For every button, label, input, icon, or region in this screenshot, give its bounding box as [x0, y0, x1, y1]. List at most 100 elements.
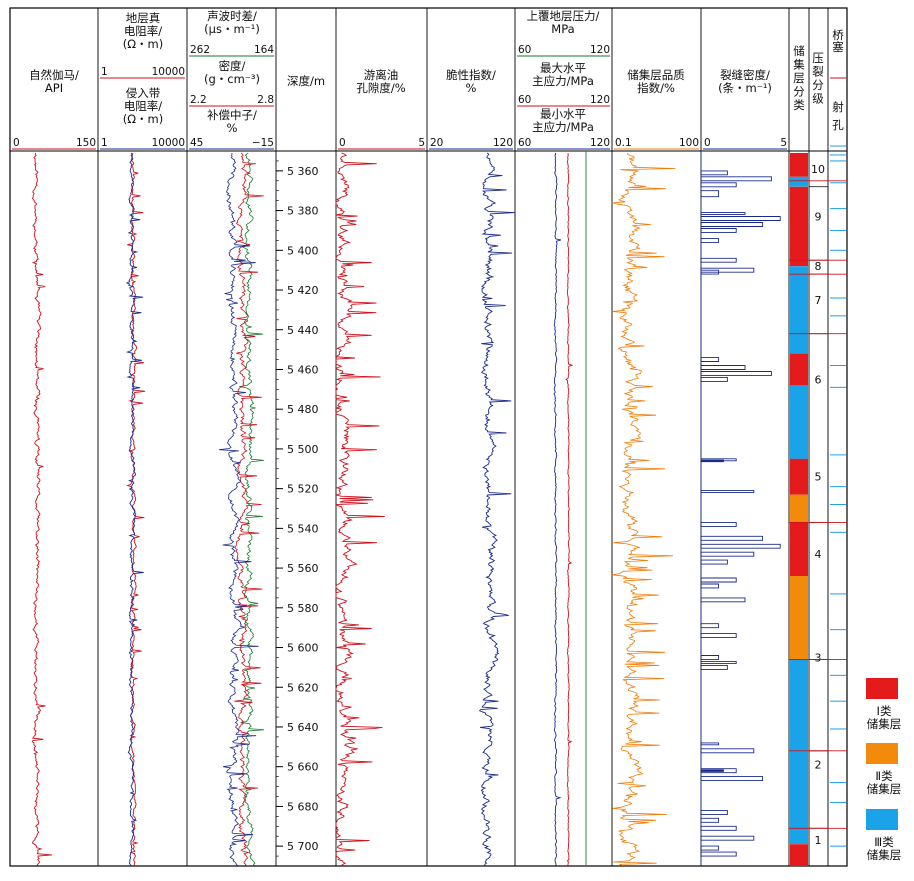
legend-swatch-1 [866, 743, 898, 764]
den-title-line-0: 密度/ [219, 59, 246, 73]
phi-scale-max: 5 [418, 137, 425, 149]
depth-tick-label: 5 460 [287, 363, 319, 376]
depth-tick-label: 5 380 [287, 205, 319, 218]
shmin-scale-min: 60 [518, 137, 531, 149]
depth-tick-label: 5 640 [287, 721, 319, 734]
depth-tick-label: 5 540 [287, 522, 319, 535]
cnl-title-line-0: 补偿中子/ [207, 108, 257, 122]
ac-scale-max: 164 [254, 44, 274, 56]
rt-title-line-1: 电阻率/ [124, 24, 162, 38]
legend-label-0-0: Ⅰ类 [877, 704, 892, 718]
legend-label-1-0: Ⅱ类 [875, 769, 893, 783]
perf-title-char-1: 孔 [832, 118, 844, 132]
invaded-resistivity-curve [125, 152, 144, 866]
legend-label-0-1: 储集层 [867, 717, 902, 731]
class-title-char-0: 储 [793, 44, 805, 58]
phi-scale-min: 0 [339, 137, 346, 149]
sv-scale-max: 120 [590, 44, 610, 56]
sv-title-line-0: 上覆地层压力/ [527, 9, 600, 23]
cnl-scale-min: 45 [190, 137, 203, 149]
reservoir-class-bar [790, 844, 808, 866]
rqi-title-line-0: 储集层品质 [627, 68, 685, 82]
reservoir-class-bar [790, 266, 808, 275]
stage-label: 4 [815, 548, 822, 561]
plug-title-char-0: 桥 [832, 28, 844, 42]
legend-label-1-1: 储集层 [867, 782, 902, 796]
brittleness-curve [478, 152, 516, 866]
depth-tick-label: 5 680 [287, 800, 319, 813]
rqi-scale-max: 100 [679, 137, 699, 149]
frac-title-line-0: 裂缝密度/ [720, 68, 770, 82]
gamma-ray-curve [31, 152, 53, 866]
legend-label-2-1: 储集层 [867, 848, 902, 862]
rxo-scale-min: 1 [101, 137, 108, 149]
plug-title-char-1: 塞 [832, 40, 844, 54]
depth-tick-label: 5 420 [287, 284, 319, 297]
depth-tick-label: 5 700 [287, 840, 319, 853]
stage-label: 6 [815, 373, 822, 386]
depth-tick-label: 5 560 [287, 562, 319, 575]
rxo-title-line-0: 侵入带 [126, 86, 161, 100]
rqi-scale-min: 0.1 [615, 137, 632, 149]
depth-tick-label: 5 660 [287, 761, 319, 774]
bri-scale-max: 120 [493, 137, 513, 149]
sv-title-line-1: MPa [551, 22, 574, 36]
shmax-title-line-1: 主应力/MPa [532, 74, 594, 88]
rxo-title-line-1: 电阻率/ [124, 99, 162, 113]
reservoir-class-bar [790, 659, 808, 845]
reservoir-class-bar [790, 274, 808, 354]
stage-label: 10 [811, 163, 825, 176]
depth-tick-label: 5 500 [287, 443, 319, 456]
stage-title-char-2: 分 [812, 78, 824, 92]
stage-title-char-3: 级 [812, 92, 824, 106]
gr-scale-max: 150 [76, 137, 96, 149]
ac-title-line-0: 声波时差/ [207, 9, 257, 23]
rt-title-line-0: 地层真 [126, 11, 161, 25]
depth-tick-label: 5 400 [287, 244, 319, 257]
fracture-density-curve [700, 151, 781, 866]
stage-label: 9 [815, 211, 822, 224]
outer-border [9, 7, 848, 867]
depth-tick-label: 5 600 [287, 642, 319, 655]
stage-label: 2 [815, 759, 822, 772]
shmax-scale-max: 120 [590, 94, 610, 106]
stage-label: 3 [815, 651, 822, 664]
frac-scale-min: 0 [704, 137, 711, 149]
bri-title-line-0: 脆性指数/ [446, 68, 496, 82]
den-scale-max: 2.8 [257, 94, 274, 106]
reservoir-class-bar [790, 353, 808, 386]
stage-label: 1 [815, 834, 822, 847]
rxo-scale-max: 10000 [152, 137, 185, 149]
bri-scale-min: 20 [430, 137, 443, 149]
class-title-char-4: 类 [793, 98, 805, 112]
den-scale-min: 2.2 [190, 94, 207, 106]
reservoir-class-bar [790, 385, 808, 459]
gr-title-line-1: API [45, 81, 63, 95]
stage-label: 8 [815, 260, 822, 273]
reservoir-class-bar [790, 576, 808, 660]
depth-axis-title: 深度/m [287, 74, 325, 88]
cnl-title-line-1: % [227, 121, 238, 135]
class-title-char-2: 层 [793, 71, 805, 85]
shmax-title-line-0: 最大水平 [540, 61, 586, 75]
stage-label: 7 [815, 294, 822, 307]
stage-title-char-0: 压 [812, 51, 824, 65]
depth-tick-label: 5 520 [287, 483, 319, 496]
chart-frame [9, 7, 848, 867]
ac-scale-min: 262 [190, 44, 210, 56]
reservoir-class-bar [790, 186, 808, 267]
rt-title-line-2: (Ω・m) [123, 37, 163, 51]
den-title-line-1: (g・cm⁻³) [204, 72, 260, 86]
rqi-title-line-1: 指数/% [637, 81, 675, 95]
depth-axis: 5 360 5 380 5 400 5 420 5 440 5 460 5 480 5 500… [276, 150, 319, 867]
cnl-scale-max: −15 [252, 137, 274, 149]
reservoir-class-bar [790, 153, 808, 177]
max-horizontal-stress-curve [565, 152, 574, 866]
gr-scale-min: 0 [13, 137, 20, 149]
legend-swatch-2 [866, 809, 898, 830]
perf-title-char-0: 射 [832, 100, 844, 114]
stage-title-char-1: 裂 [812, 65, 824, 79]
